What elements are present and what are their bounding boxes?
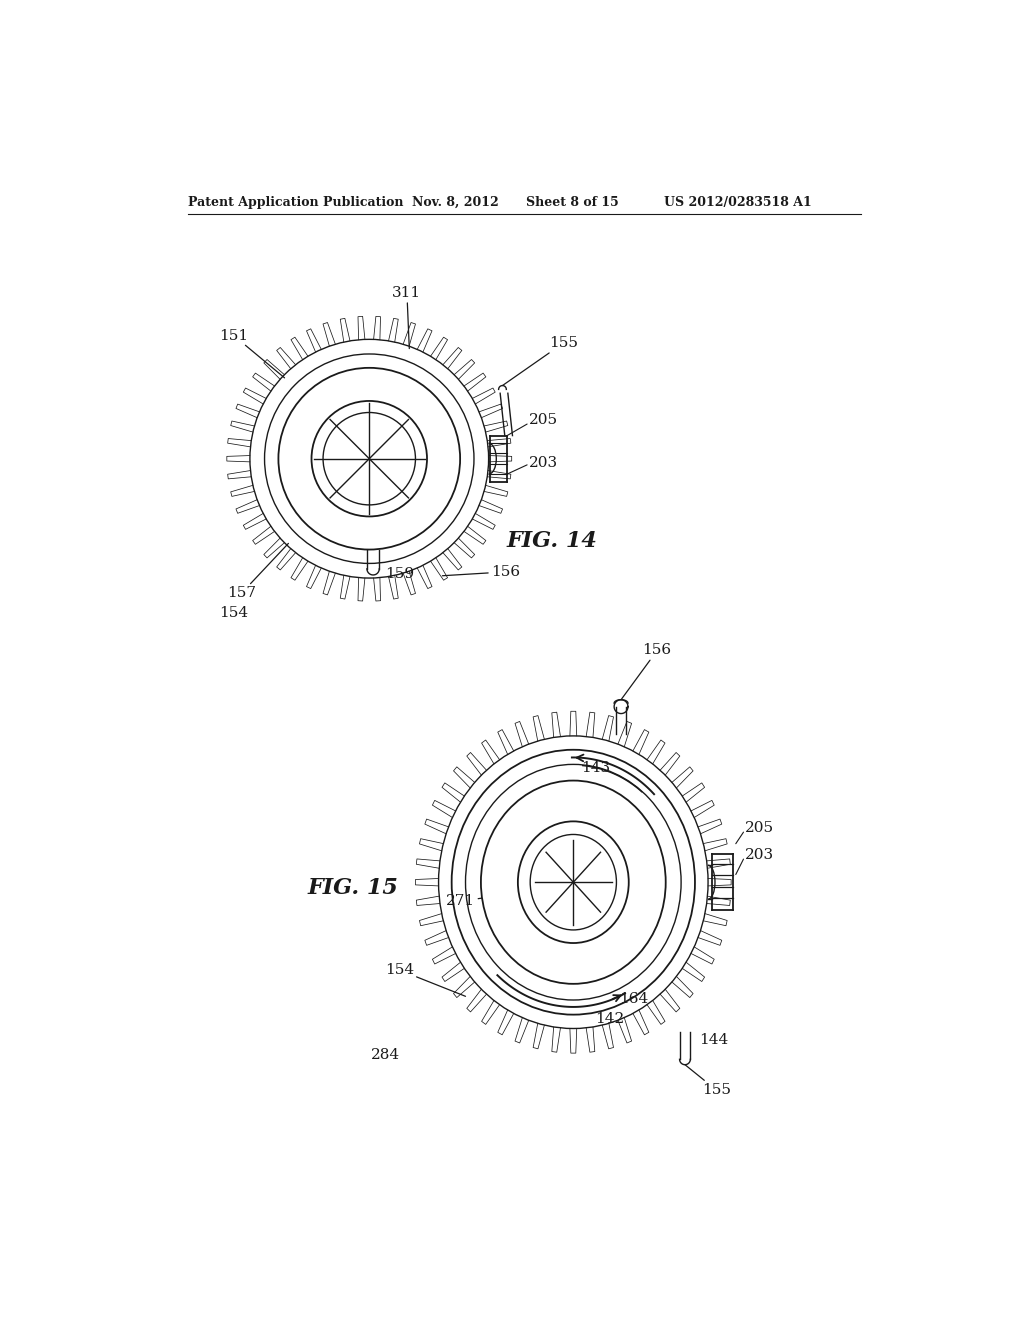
Text: 163: 163 xyxy=(562,791,591,804)
Circle shape xyxy=(311,401,427,516)
Circle shape xyxy=(250,339,488,578)
Text: 205: 205 xyxy=(745,821,774,836)
Text: FIG. 14: FIG. 14 xyxy=(506,531,597,552)
Text: 205: 205 xyxy=(528,413,558,428)
Text: 322: 322 xyxy=(553,812,582,826)
Text: US 2012/0283518 A1: US 2012/0283518 A1 xyxy=(665,195,812,209)
Text: 164: 164 xyxy=(620,993,649,1006)
Text: Patent Application Publication: Patent Application Publication xyxy=(188,195,403,209)
Text: 284: 284 xyxy=(371,1048,400,1063)
Text: 156: 156 xyxy=(442,565,520,579)
Ellipse shape xyxy=(438,737,708,1028)
Text: 144: 144 xyxy=(698,1034,728,1047)
Text: 154: 154 xyxy=(385,964,466,997)
Ellipse shape xyxy=(481,780,666,983)
Text: 203: 203 xyxy=(745,849,774,862)
Text: 151: 151 xyxy=(219,329,285,378)
Text: 203: 203 xyxy=(528,455,558,470)
Text: 159: 159 xyxy=(385,568,414,581)
Text: Sheet 8 of 15: Sheet 8 of 15 xyxy=(525,195,618,209)
Text: 154: 154 xyxy=(219,606,248,619)
Text: 311: 311 xyxy=(392,286,422,348)
Text: 155: 155 xyxy=(685,1065,731,1097)
Text: 155: 155 xyxy=(503,337,578,385)
Ellipse shape xyxy=(518,821,629,942)
Text: 157: 157 xyxy=(226,544,289,601)
Text: Nov. 8, 2012: Nov. 8, 2012 xyxy=(412,195,499,209)
Text: 271: 271 xyxy=(446,890,534,908)
Text: 143: 143 xyxy=(581,762,610,775)
Text: 156: 156 xyxy=(621,643,672,700)
Text: FIG. 15: FIG. 15 xyxy=(307,876,398,899)
Text: 142: 142 xyxy=(595,1012,624,1026)
